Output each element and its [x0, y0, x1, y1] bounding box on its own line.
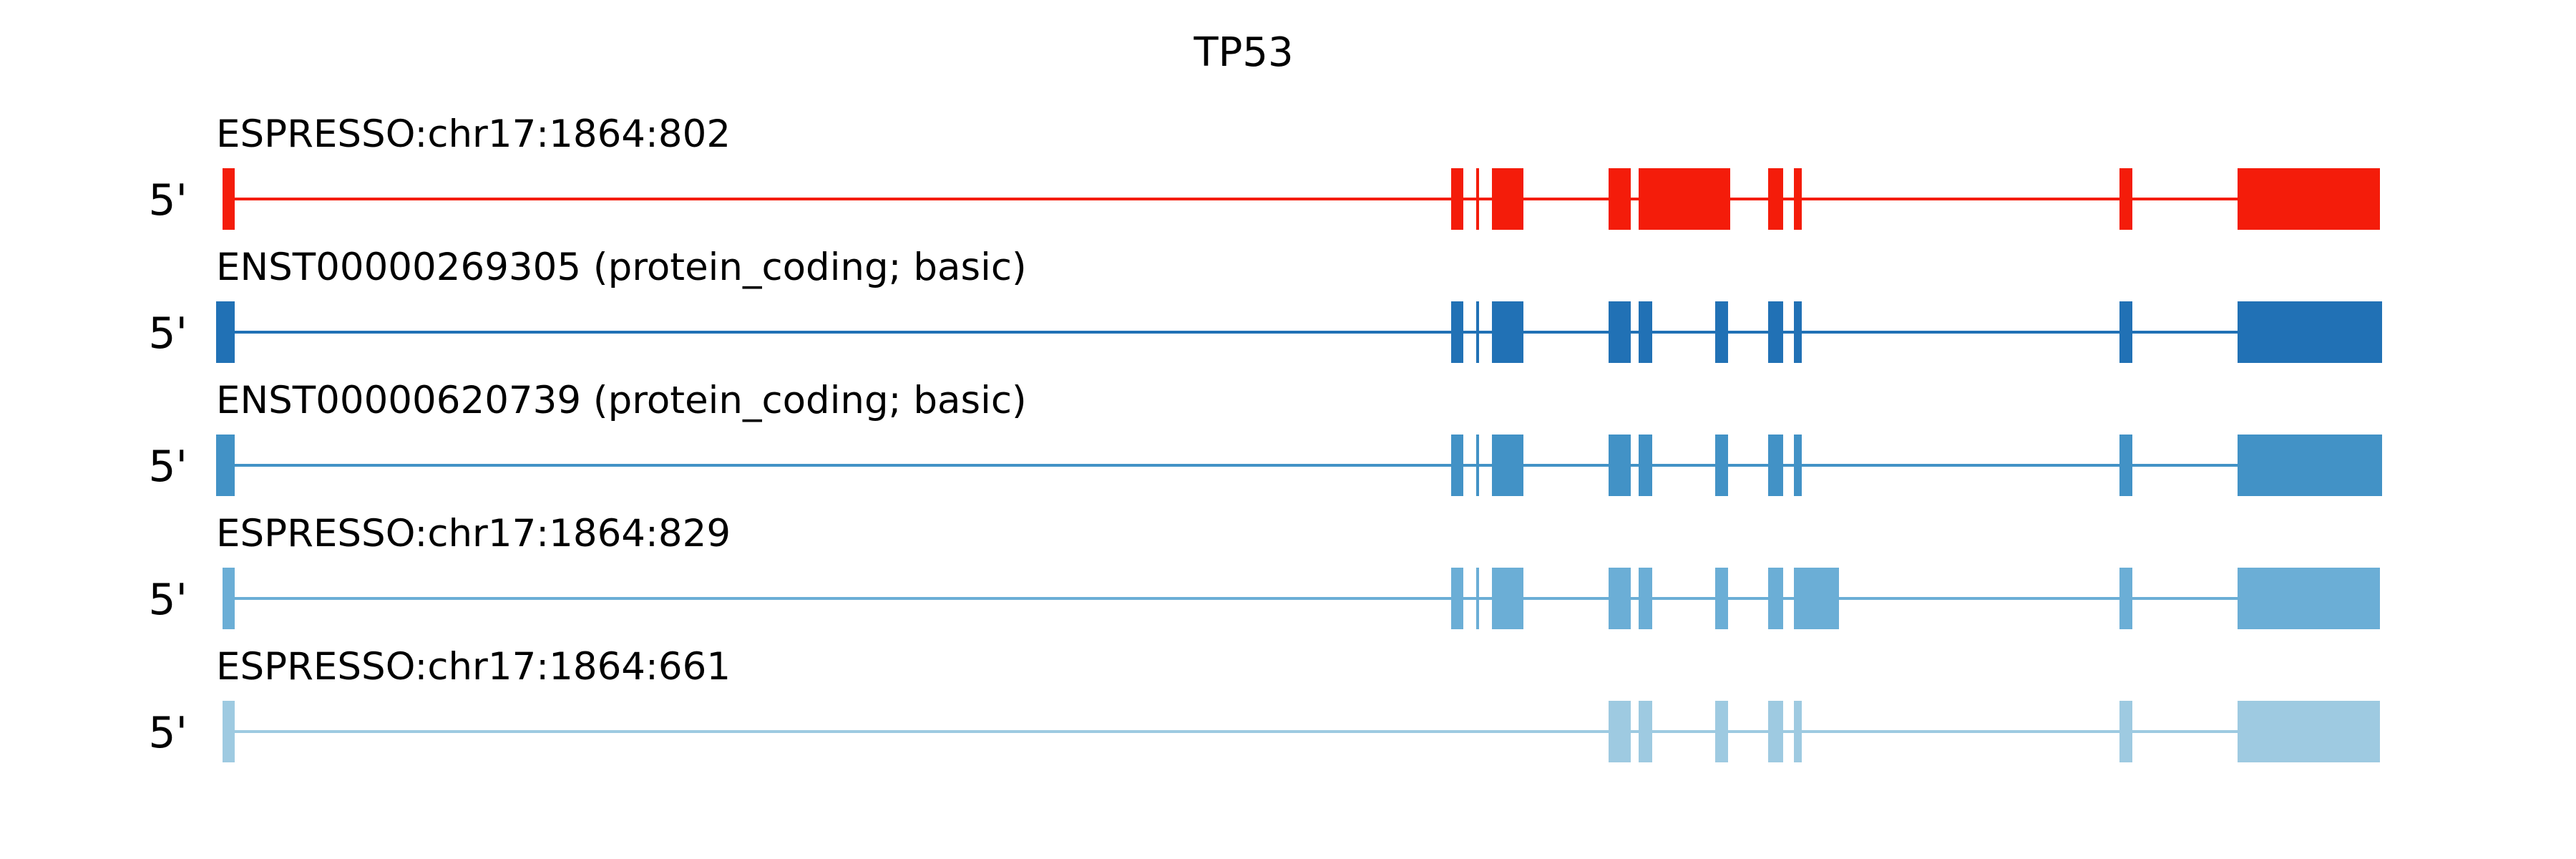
exon-block — [1609, 168, 1631, 230]
exon-block — [2238, 568, 2380, 629]
exon-block — [1768, 701, 1783, 762]
five-prime-marker: 5' — [148, 442, 187, 492]
exon-block — [1639, 168, 1730, 230]
exon-block — [223, 168, 235, 230]
exon-block — [1768, 568, 1783, 629]
exon-block — [2119, 701, 2132, 762]
five-prime-marker: 5' — [148, 175, 187, 225]
transcript-label: ESPRESSO:chr17:1864:802 — [216, 112, 731, 156]
exon-block — [2238, 168, 2380, 230]
transcript-label: ESPRESSO:chr17:1864:661 — [216, 645, 731, 689]
exon-block — [2238, 701, 2380, 762]
transcript-tracks: ESPRESSO:chr17:1864:8025'ENST00000269305… — [148, 112, 2382, 762]
exon-block — [1451, 568, 1463, 629]
exon-block — [1715, 301, 1728, 363]
exon-block — [1451, 435, 1463, 496]
exon-block — [1639, 301, 1652, 363]
exon-block — [223, 701, 235, 762]
five-prime-marker: 5' — [148, 708, 187, 758]
exon-block — [1794, 435, 1802, 496]
exon-block — [1768, 435, 1783, 496]
transcript-row: ESPRESSO:chr17:1864:829 5' — [148, 512, 2380, 629]
exon-block — [1639, 568, 1652, 629]
transcript-label: ESPRESSO:chr17:1864:829 — [216, 512, 731, 555]
transcript-row: ENST00000269305 (protein_coding; basic) 5… — [148, 246, 2382, 363]
exon-block — [2119, 435, 2132, 496]
exon-block — [1794, 701, 1802, 762]
exon-block — [2238, 435, 2382, 496]
exon-block — [1476, 168, 1479, 230]
exon-block — [223, 568, 235, 629]
exon-block — [1794, 568, 1839, 629]
gene-title: TP53 — [1193, 29, 1293, 76]
transcript-label: ENST00000620739 (protein_coding; basic) — [216, 379, 1027, 422]
exon-block — [1715, 568, 1728, 629]
exon-block — [1715, 701, 1728, 762]
exon-block — [1794, 168, 1802, 230]
exon-block — [2119, 301, 2132, 363]
exon-block — [1768, 168, 1783, 230]
exon-block — [1768, 301, 1783, 363]
exon-block — [1451, 168, 1463, 230]
five-prime-marker: 5' — [148, 575, 187, 625]
transcript-row: ENST00000620739 (protein_coding; basic) 5… — [148, 379, 2382, 496]
five-prime-marker: 5' — [148, 309, 187, 359]
exon-block — [216, 435, 235, 496]
exon-block — [1639, 701, 1652, 762]
exon-block — [2119, 568, 2132, 629]
transcript-row: ESPRESSO:chr17:1864:661 5' — [148, 645, 2380, 762]
exon-block — [1492, 568, 1523, 629]
exon-block — [1609, 568, 1631, 629]
exon-block — [2119, 168, 2132, 230]
exon-block — [1715, 435, 1728, 496]
exon-block — [216, 301, 235, 363]
exon-block — [1609, 435, 1631, 496]
exon-block — [1609, 301, 1631, 363]
exon-block — [1609, 701, 1631, 762]
transcript-row: ESPRESSO:chr17:1864:802 5' — [148, 112, 2380, 230]
exon-block — [1492, 301, 1523, 363]
exon-block — [1451, 301, 1463, 363]
exon-block — [1492, 168, 1523, 230]
exon-block — [1476, 435, 1479, 496]
exon-block — [1476, 568, 1479, 629]
exon-block — [1639, 435, 1652, 496]
exon-block — [1492, 435, 1523, 496]
exon-block — [1794, 301, 1802, 363]
transcript-label: ENST00000269305 (protein_coding; basic) — [216, 246, 1027, 289]
exon-block — [1476, 301, 1479, 363]
exon-block — [2238, 301, 2382, 363]
